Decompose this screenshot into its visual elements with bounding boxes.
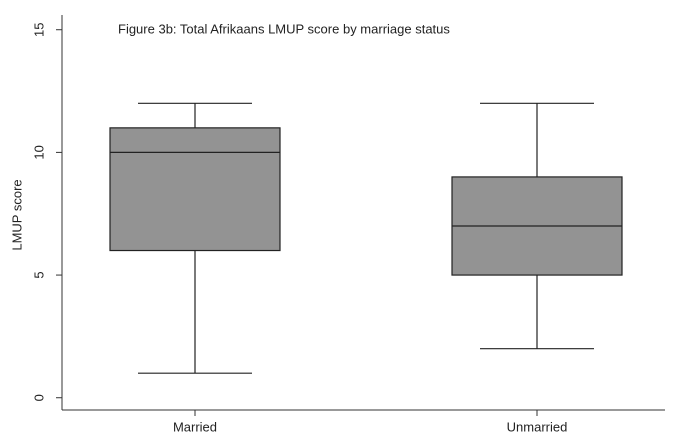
x-tick-label: Married — [173, 419, 217, 434]
y-tick-label: 10 — [31, 145, 46, 159]
box — [109, 127, 281, 252]
y-tick-label: 15 — [31, 22, 46, 36]
x-tick-label: Unmarried — [507, 419, 568, 434]
y-tick-label: 5 — [31, 271, 46, 278]
chart-title: Figure 3b: Total Afrikaans LMUP score by… — [118, 21, 450, 36]
y-axis-label: LMUP score — [9, 179, 24, 250]
y-tick-label: 0 — [31, 394, 46, 401]
